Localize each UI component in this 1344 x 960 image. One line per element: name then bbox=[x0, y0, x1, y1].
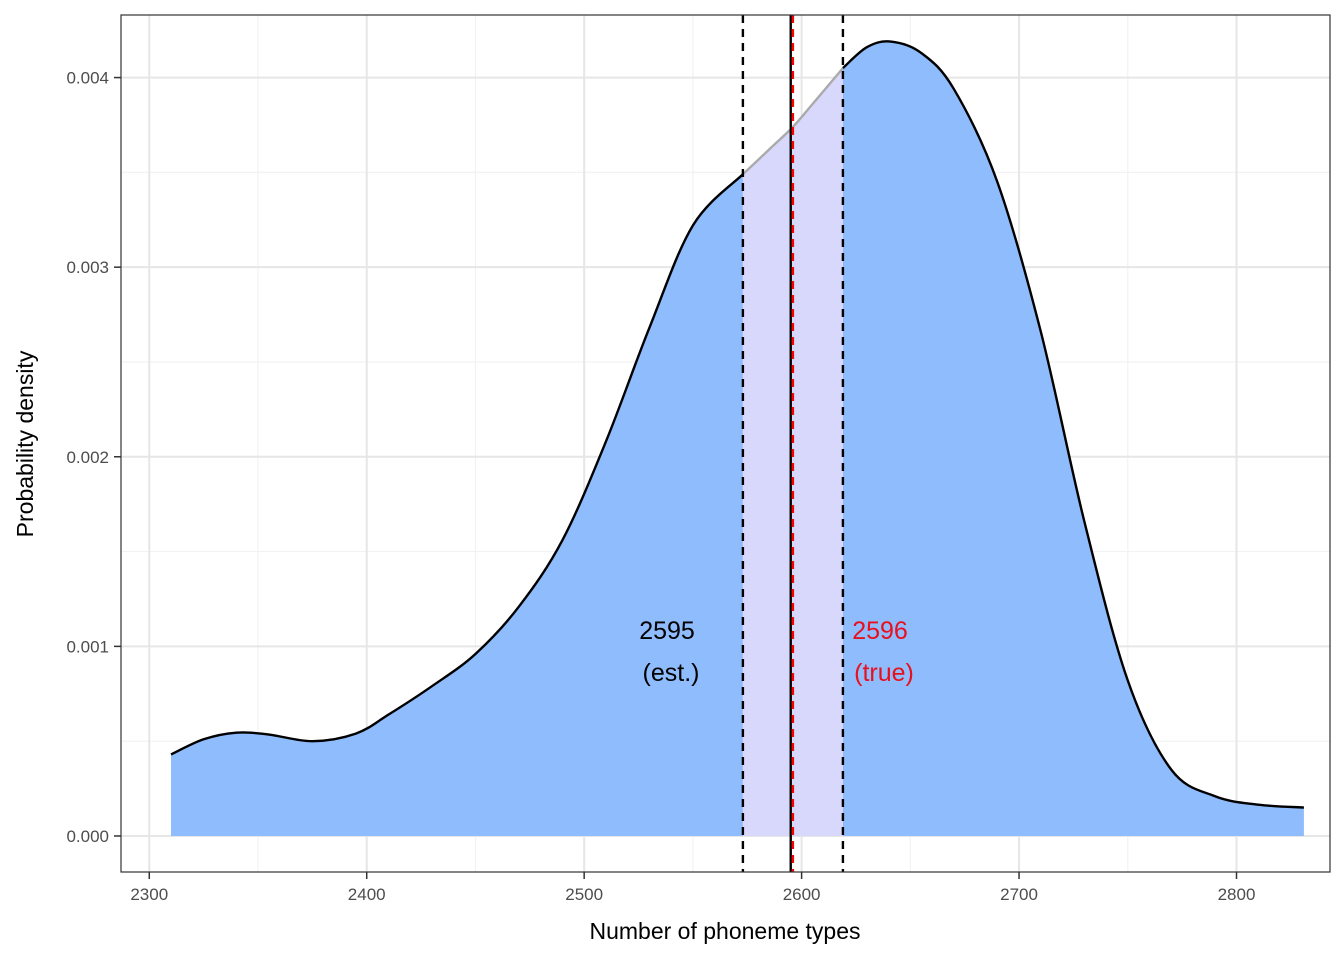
y-tick-label: 0.003 bbox=[66, 258, 109, 277]
x-axis: 2300 2400 2500 2600 2700 2800 bbox=[130, 872, 1255, 904]
x-tick-label: 2400 bbox=[348, 885, 386, 904]
true-sublabel: (true) bbox=[854, 659, 914, 687]
reference-lines bbox=[741, 15, 845, 872]
x-axis-title: Number of phoneme types bbox=[589, 918, 860, 944]
x-tick-label: 2800 bbox=[1218, 885, 1256, 904]
density-areas bbox=[170, 40, 1304, 836]
density-curve-left bbox=[170, 173, 744, 756]
x-tick-label: 2300 bbox=[130, 885, 168, 904]
y-axis: 0.000 0.001 0.002 0.003 0.004 bbox=[66, 69, 121, 846]
density-curve-right bbox=[842, 40, 1304, 809]
true-value-label: 2596 bbox=[852, 617, 908, 645]
y-tick-label: 0.004 bbox=[66, 69, 109, 88]
y-axis-title: Probability density bbox=[12, 350, 38, 537]
x-tick-label: 2700 bbox=[1000, 885, 1038, 904]
y-tick-label: 0.002 bbox=[66, 448, 109, 467]
panel-border bbox=[120, 14, 1331, 873]
density-area-right bbox=[842, 41, 1304, 836]
density-curve-interval bbox=[742, 67, 844, 176]
estimate-value-label: 2595 bbox=[639, 617, 695, 645]
y-tick-label: 0.000 bbox=[66, 827, 109, 846]
x-tick-label: 2600 bbox=[783, 885, 821, 904]
estimate-sublabel: (est.) bbox=[643, 659, 700, 687]
y-tick-label: 0.001 bbox=[66, 637, 109, 656]
x-tick-label: 2500 bbox=[565, 885, 603, 904]
density-area-left bbox=[171, 174, 743, 836]
annotations: 2595 (est.) 2596 (true) bbox=[639, 617, 914, 687]
